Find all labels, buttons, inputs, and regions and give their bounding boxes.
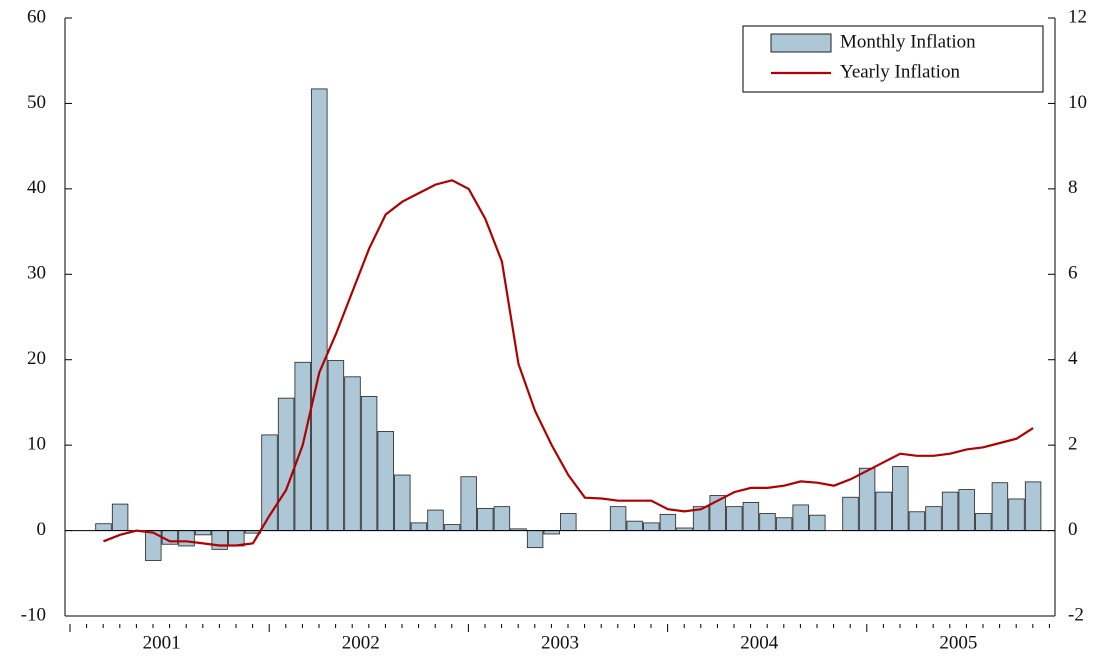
x-tick-label: 2001 <box>143 632 181 653</box>
legend-label: Yearly Inflation <box>840 61 960 82</box>
bar <box>975 513 992 531</box>
bar <box>742 501 760 531</box>
bar <box>726 506 743 531</box>
x-tick-label: 2004 <box>740 632 779 653</box>
legend-label: Monthly Inflation <box>840 31 976 52</box>
x-tick-label: 2002 <box>342 632 380 653</box>
y2-tick-label: -2 <box>1068 604 1084 625</box>
bar <box>875 491 892 531</box>
bar <box>477 507 494 531</box>
bar <box>792 504 809 531</box>
y-tick-label: -10 <box>21 604 46 625</box>
bar <box>858 467 876 531</box>
y2-tick-label: 2 <box>1068 434 1078 455</box>
bar <box>277 397 295 531</box>
bar <box>941 491 959 531</box>
line <box>103 179 1034 547</box>
bar <box>410 522 428 531</box>
bar <box>809 514 826 531</box>
y-tick-label: 20 <box>27 348 46 369</box>
y-tick-label: 50 <box>27 92 46 113</box>
y-tick-label: 0 <box>37 519 47 540</box>
bar <box>842 496 859 531</box>
y2-tick-label: 4 <box>1068 348 1078 369</box>
bar <box>1024 481 1042 531</box>
y-tick-label: 60 <box>27 6 46 27</box>
bar <box>111 503 129 531</box>
bar <box>228 530 245 547</box>
bar <box>925 506 942 531</box>
x-tick-label: 2005 <box>939 632 977 653</box>
bar <box>493 506 511 531</box>
bar <box>908 511 926 531</box>
bar <box>1008 498 1025 531</box>
bar <box>609 506 627 531</box>
bar <box>543 530 560 535</box>
bar <box>360 396 378 531</box>
bar <box>460 476 477 531</box>
bar <box>775 517 793 531</box>
bar <box>178 530 195 547</box>
bar <box>958 489 975 531</box>
y-tick-label: 40 <box>27 177 46 198</box>
legend-swatch <box>770 33 832 53</box>
bar <box>526 530 544 549</box>
bar <box>560 513 577 531</box>
bar <box>377 431 394 531</box>
bar <box>394 474 411 531</box>
y2-tick-label: 10 <box>1068 92 1087 113</box>
y-tick-label: 30 <box>27 263 46 284</box>
x-tick-label: 2003 <box>541 632 579 653</box>
bar <box>194 530 212 536</box>
y2-tick-label: 6 <box>1068 263 1078 284</box>
bar <box>344 376 361 531</box>
bar <box>759 513 776 531</box>
y-tick-label: 10 <box>27 434 46 455</box>
bar <box>443 524 461 531</box>
bar <box>311 88 328 531</box>
bar <box>991 482 1009 531</box>
bar <box>427 509 444 531</box>
y2-tick-label: 12 <box>1068 6 1087 27</box>
bar <box>327 360 345 531</box>
y2-tick-label: 8 <box>1068 177 1078 198</box>
bar <box>643 522 660 531</box>
bar <box>95 523 112 531</box>
y2-tick-label: 0 <box>1068 519 1078 540</box>
bar <box>892 466 909 531</box>
bar <box>659 513 677 531</box>
bar <box>626 520 643 531</box>
